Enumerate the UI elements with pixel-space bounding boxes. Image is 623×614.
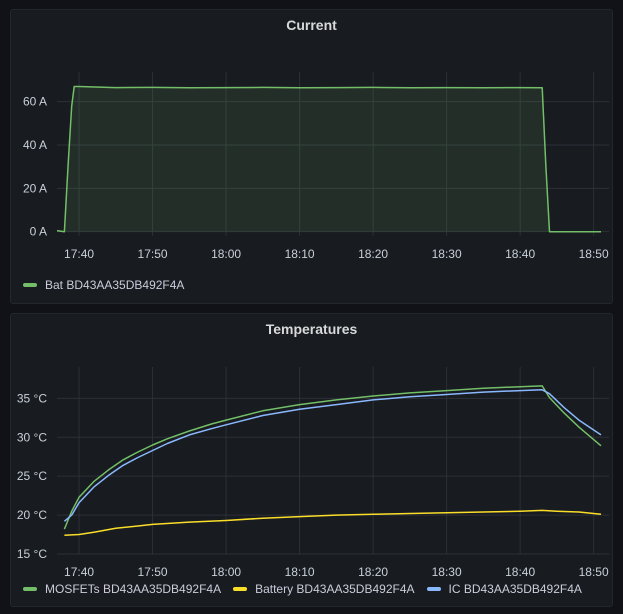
x-tick-label: 17:50 — [138, 565, 168, 579]
current-chart: 17:40 17:50 18:00 18:10 18:20 18:30 18:40 18:50… — [23, 72, 609, 261]
y-tick-label: 25 °C — [17, 469, 47, 483]
x-tick-label: 18:20 — [358, 247, 388, 261]
grid — [57, 367, 609, 555]
y-tick-label: 20 A — [23, 181, 47, 195]
x-tick-label: 18:00 — [211, 247, 241, 261]
y-tick-label: 0 A — [30, 225, 47, 239]
legend-swatch-battery — [233, 587, 248, 591]
current-panel: Current 17:40 17:50 18:00 18:10 18:20 18:30 18… — [10, 9, 613, 304]
temperatures-panel: Temperatures 17:40 17:50 18:00 18:10 18:20 18… — [10, 313, 613, 607]
temperatures-legend: MOSFETs BD43AA35DB492F4A Battery BD43AA3… — [23, 582, 594, 596]
legend-item-battery[interactable]: Battery BD43AA35DB492F4A — [233, 582, 415, 596]
x-tick-label: 18:30 — [432, 565, 462, 579]
x-tick-label: 17:50 — [138, 247, 168, 261]
legend-item-ic[interactable]: IC BD43AA35DB492F4A — [426, 582, 582, 596]
x-tick-label: 18:10 — [285, 247, 315, 261]
x-tick-label: 17:40 — [64, 565, 94, 579]
current-legend: Bat BD43AA35DB492F4A — [23, 278, 196, 292]
x-tick-label: 17:40 — [64, 247, 94, 261]
legend-item-bat[interactable]: Bat BD43AA35DB492F4A — [23, 278, 184, 292]
x-tick-label: 18:10 — [285, 565, 315, 579]
legend-swatch-ic — [426, 587, 441, 591]
legend-swatch-mosfets — [23, 587, 37, 591]
legend-label-ic: IC BD43AA35DB492F4A — [448, 582, 582, 596]
y-tick-label: 30 °C — [17, 430, 47, 444]
x-tick-label: 18:50 — [579, 565, 609, 579]
grid — [57, 72, 609, 236]
x-tick-label: 18:50 — [579, 247, 609, 261]
legend-label-battery: Battery BD43AA35DB492F4A — [255, 582, 415, 596]
legend-label-mosfets: MOSFETs BD43AA35DB492F4A — [45, 582, 222, 596]
legend-item-mosfets[interactable]: MOSFETs BD43AA35DB492F4A — [23, 582, 221, 596]
legend-label-bat: Bat BD43AA35DB492F4A — [45, 278, 185, 292]
y-tick-label: 60 A — [23, 95, 47, 109]
temperatures-chart: 17:40 17:50 18:00 18:10 18:20 18:30 18:40 18:50… — [17, 367, 609, 579]
series-line-bat[interactable] — [56, 85, 601, 233]
x-tick-label: 18:00 — [211, 565, 241, 579]
y-tick-label: 20 °C — [17, 508, 47, 522]
y-tick-label: 35 °C — [17, 391, 47, 405]
series-line-battery[interactable] — [64, 509, 602, 537]
y-tick-label: 15 °C — [17, 547, 47, 561]
x-tick-label: 18:30 — [432, 247, 462, 261]
x-tick-label: 18:40 — [505, 247, 535, 261]
series-area-bat — [57, 86, 601, 232]
series-line-ic[interactable] — [63, 389, 602, 522]
legend-swatch-bat — [23, 283, 37, 287]
series-line-mosfets[interactable] — [63, 385, 602, 530]
x-tick-label: 18:20 — [358, 565, 388, 579]
y-tick-label: 40 A — [23, 138, 47, 152]
current-panel-title[interactable]: Current — [286, 17, 337, 33]
x-tick-label: 18:40 — [505, 565, 535, 579]
temperatures-panel-title[interactable]: Temperatures — [265, 321, 358, 337]
